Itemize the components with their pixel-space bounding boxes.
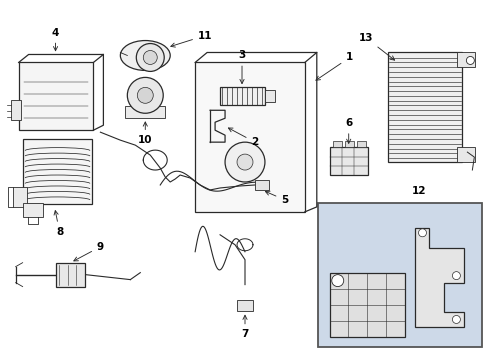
Text: 11: 11 <box>171 31 212 47</box>
Circle shape <box>466 57 474 64</box>
Bar <box>345 141 354 147</box>
Text: 12: 12 <box>412 186 427 196</box>
Text: 8: 8 <box>54 211 63 237</box>
Bar <box>265 90 275 102</box>
Bar <box>237 300 253 311</box>
Bar <box>23 139 93 204</box>
Bar <box>220 87 265 105</box>
Bar <box>457 147 475 162</box>
Bar <box>357 141 366 147</box>
Circle shape <box>452 272 461 280</box>
Bar <box>255 180 269 190</box>
Text: 3: 3 <box>238 50 245 84</box>
Circle shape <box>332 275 343 287</box>
Circle shape <box>127 77 163 113</box>
Text: 1: 1 <box>316 53 353 80</box>
Circle shape <box>143 50 157 64</box>
Text: 9: 9 <box>74 242 104 261</box>
Bar <box>19 62 94 130</box>
Bar <box>388 53 463 162</box>
Bar <box>11 100 21 120</box>
Bar <box>195 62 305 212</box>
Circle shape <box>418 229 426 237</box>
Circle shape <box>137 87 153 103</box>
Bar <box>333 141 342 147</box>
Text: 7: 7 <box>241 315 249 339</box>
Circle shape <box>136 44 164 71</box>
Text: 2: 2 <box>228 128 259 147</box>
Circle shape <box>452 315 461 323</box>
Bar <box>330 147 368 175</box>
Bar <box>55 263 85 287</box>
Bar <box>13 187 26 207</box>
Bar <box>23 203 43 217</box>
Text: 6: 6 <box>345 118 352 143</box>
Bar <box>125 106 165 118</box>
Circle shape <box>225 142 265 182</box>
Bar <box>330 273 405 337</box>
Text: 13: 13 <box>358 32 394 60</box>
Polygon shape <box>415 228 465 328</box>
Text: 5: 5 <box>266 191 289 205</box>
Circle shape <box>237 154 253 170</box>
Bar <box>318 203 482 347</box>
Bar <box>457 53 475 67</box>
Text: 10: 10 <box>138 122 152 145</box>
Ellipse shape <box>121 41 170 71</box>
Text: 4: 4 <box>52 28 59 51</box>
